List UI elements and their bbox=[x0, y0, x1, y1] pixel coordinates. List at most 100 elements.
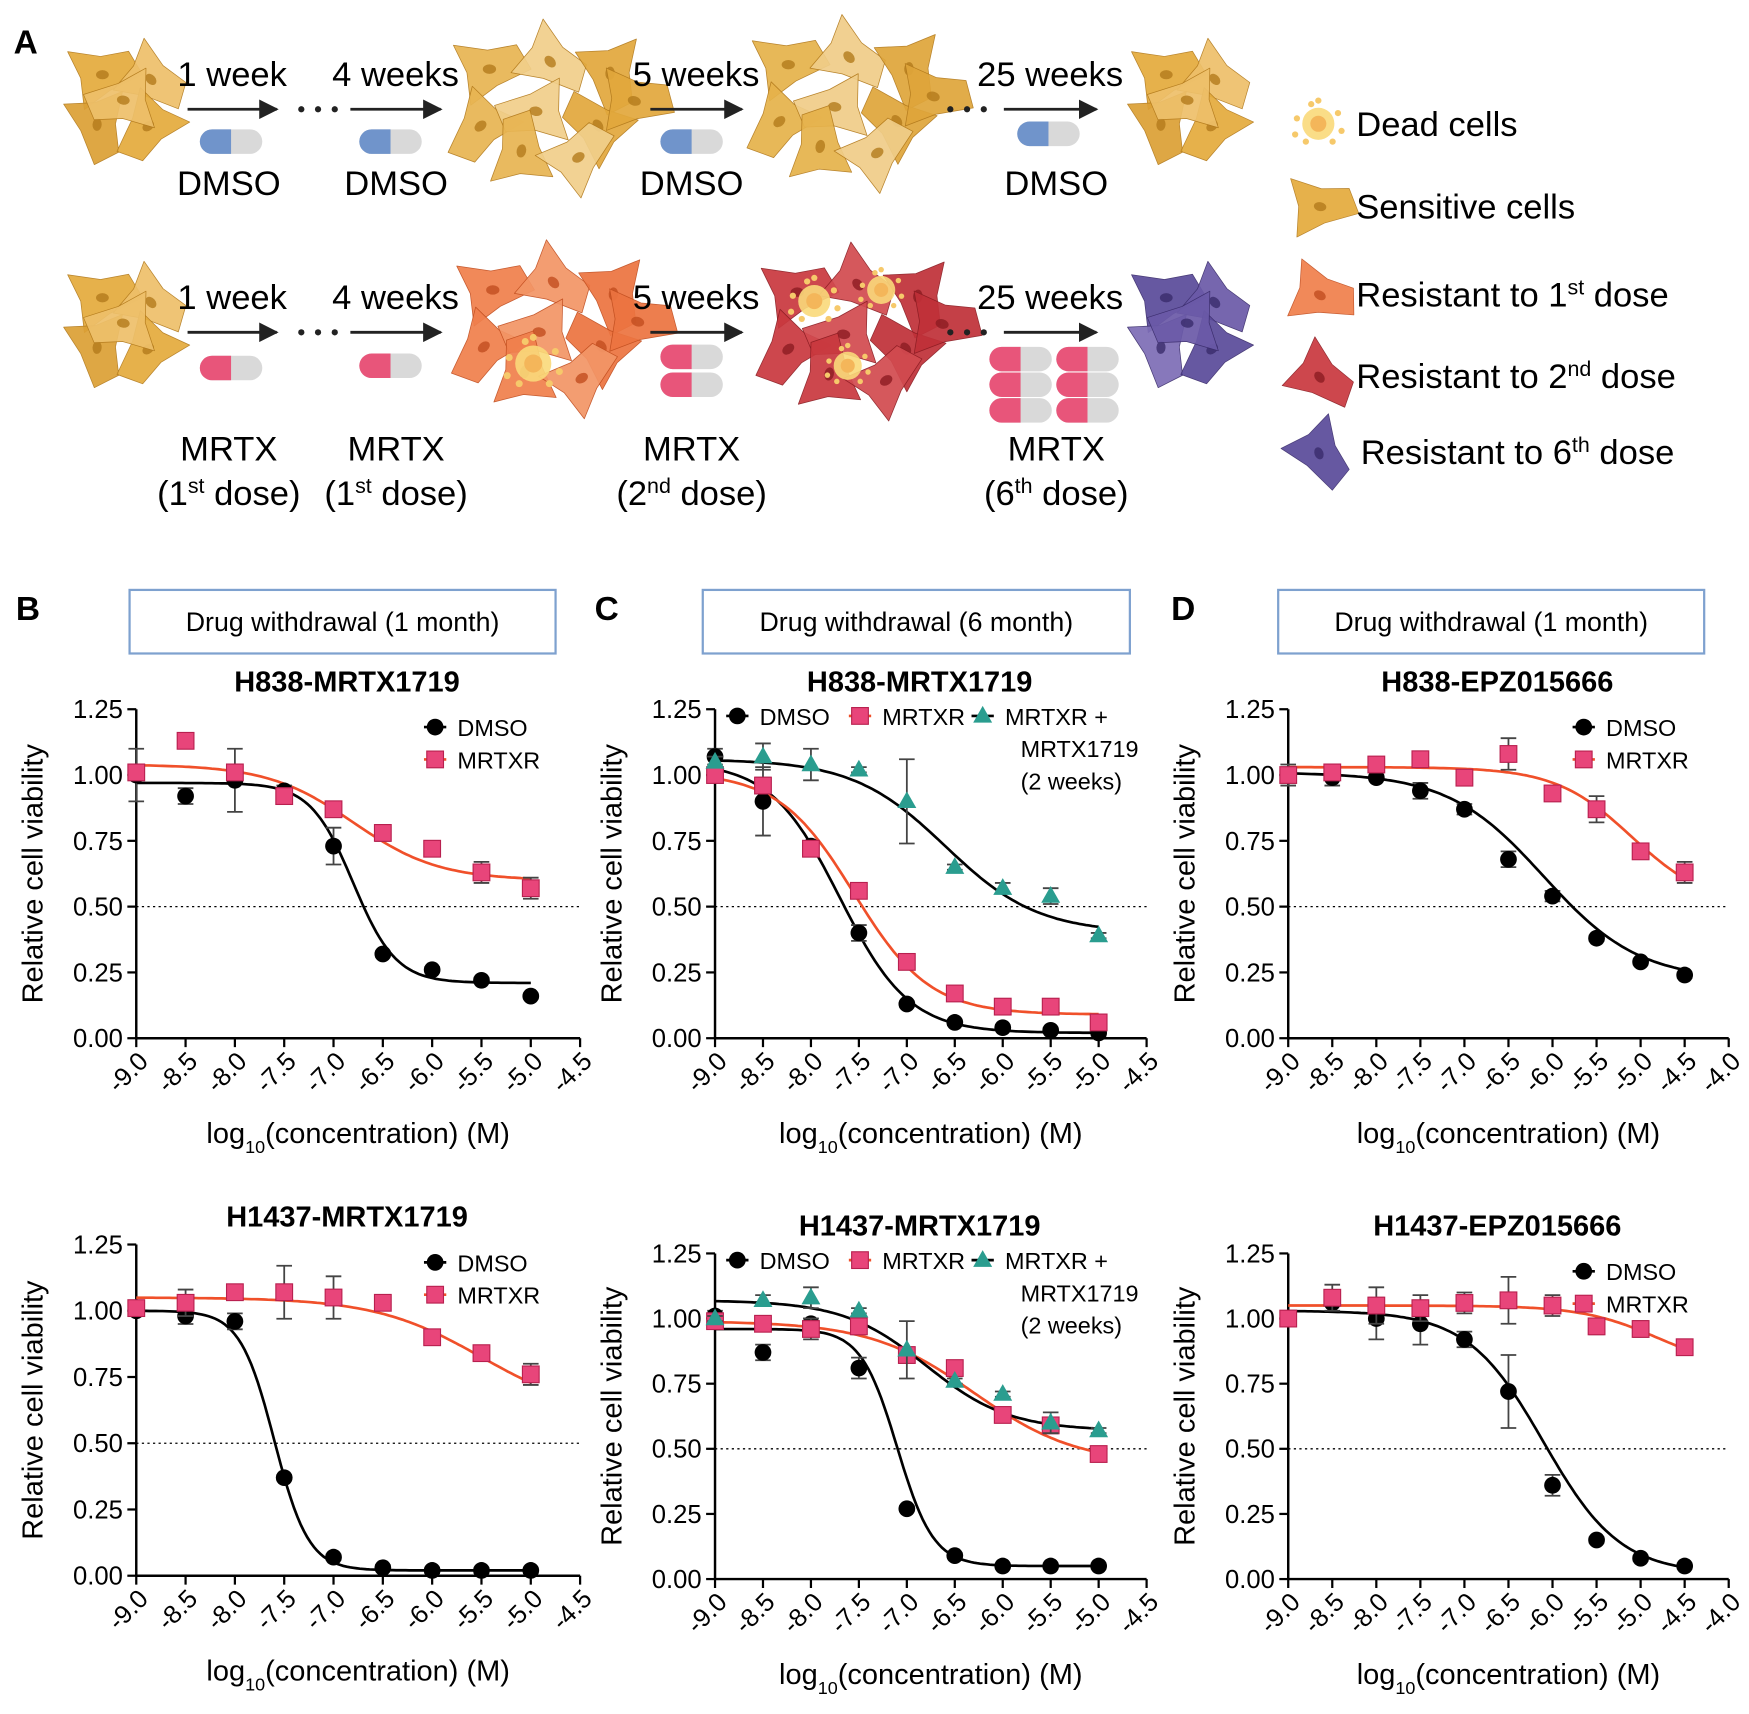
data-point bbox=[705, 751, 725, 769]
data-point bbox=[802, 839, 820, 858]
panel-label: A bbox=[14, 25, 38, 62]
cell bbox=[490, 109, 554, 182]
cell-nucleus bbox=[474, 120, 487, 132]
dead-cell-debris bbox=[858, 296, 864, 303]
ellipsis-dot bbox=[947, 329, 954, 336]
cell-nucleus bbox=[815, 139, 826, 154]
legend-marker bbox=[426, 1253, 444, 1271]
data-point bbox=[801, 754, 821, 772]
cell bbox=[1146, 290, 1219, 352]
legend-label: DMSO bbox=[760, 704, 830, 730]
data-point bbox=[1544, 887, 1561, 905]
dead-cell-debris bbox=[838, 345, 845, 352]
dead-cell-debris bbox=[1302, 138, 1309, 145]
cell-nucleus bbox=[935, 319, 949, 329]
data-point bbox=[1090, 1557, 1108, 1575]
time-label: 4 weeks bbox=[332, 56, 459, 94]
data-point bbox=[325, 837, 342, 855]
cell-nucleus bbox=[516, 144, 527, 158]
y-axis-label: Relative cell viability bbox=[596, 1286, 628, 1546]
cell bbox=[904, 63, 974, 127]
pill-half bbox=[989, 372, 1021, 397]
x-axis-label-part: (concentration) (M) bbox=[265, 1656, 510, 1688]
data-point bbox=[324, 1288, 343, 1307]
x-axis-label-part: 10 bbox=[818, 1137, 838, 1157]
drug-label: (1st dose) bbox=[157, 474, 300, 513]
ellipsis-dot bbox=[963, 106, 971, 113]
cell-nucleus bbox=[1159, 70, 1173, 80]
legend-label: MRTXR bbox=[882, 704, 965, 730]
drug-label: MRTX bbox=[347, 431, 444, 469]
y-tick-label: 0.75 bbox=[73, 828, 123, 856]
cell-nucleus bbox=[871, 147, 884, 159]
x-axis-label-part: (concentration) (M) bbox=[265, 1118, 510, 1150]
legend-marker bbox=[728, 1251, 746, 1269]
dead-cell-core bbox=[524, 354, 543, 373]
data-point bbox=[1588, 929, 1605, 947]
data-point bbox=[1676, 1557, 1694, 1575]
dead-cell-debris bbox=[862, 353, 868, 360]
data-point bbox=[1632, 953, 1649, 971]
cell-nucleus bbox=[843, 51, 855, 63]
data-point bbox=[1323, 1288, 1342, 1307]
drug-label: DMSO bbox=[640, 165, 744, 203]
data-point bbox=[945, 984, 964, 1003]
dead-cell-debris bbox=[826, 358, 832, 364]
cell-nucleus bbox=[1314, 447, 1324, 460]
cell bbox=[513, 239, 591, 314]
data-point bbox=[374, 1559, 392, 1577]
cell bbox=[83, 67, 155, 129]
pill-half bbox=[359, 129, 391, 154]
y-tick-label: 1.00 bbox=[1225, 1305, 1275, 1333]
cell-nucleus bbox=[1209, 73, 1221, 86]
y-tick-label: 0.75 bbox=[1225, 1371, 1275, 1399]
data-point bbox=[754, 776, 772, 795]
data-point bbox=[849, 759, 869, 777]
y-axis-label: Relative cell viability bbox=[1170, 1286, 1202, 1546]
dead-cell-debris bbox=[804, 278, 811, 285]
drug-label: MRTX bbox=[1008, 431, 1105, 469]
drug-label-part: DMSO bbox=[177, 165, 281, 203]
y-tick-label: 0.00 bbox=[1225, 1025, 1275, 1053]
y-tick-label: 0.25 bbox=[73, 959, 123, 987]
dead-cell-debris bbox=[515, 380, 523, 388]
y-tick-label: 0.50 bbox=[652, 894, 702, 922]
cell-nucleus bbox=[773, 116, 786, 128]
drug-label-part: DMSO bbox=[640, 165, 744, 203]
legend-label: Resistant to 1st dose bbox=[1356, 276, 1668, 315]
cell bbox=[83, 290, 155, 352]
cell-nucleus bbox=[1156, 118, 1166, 131]
cell-nucleus bbox=[96, 293, 109, 303]
data-point bbox=[850, 924, 868, 942]
drug-label-part: dose) bbox=[671, 475, 767, 513]
data-point bbox=[1041, 886, 1061, 903]
drug-label-part: DMSO bbox=[1004, 165, 1108, 203]
header-text: Drug withdrawal (1 month) bbox=[1334, 607, 1648, 637]
y-tick-label: 0.00 bbox=[73, 1563, 123, 1591]
pill-half bbox=[660, 129, 692, 154]
y-tick-label: 0.00 bbox=[652, 1025, 702, 1053]
cell bbox=[534, 122, 615, 199]
x-axis-label-part: (concentration) (M) bbox=[838, 1118, 1083, 1150]
dead-cell bbox=[858, 266, 905, 309]
header-box bbox=[128, 588, 557, 655]
legend-label: MRTX1719 bbox=[1021, 736, 1139, 762]
y-tick-label: 0.50 bbox=[652, 1436, 702, 1464]
cell-nucleus bbox=[482, 64, 497, 74]
cell bbox=[789, 105, 853, 178]
x-axis-label-part: log bbox=[206, 1656, 245, 1688]
drug-label: MRTX bbox=[180, 431, 277, 469]
dead-cell-debris bbox=[1329, 138, 1336, 145]
legend-marker bbox=[1575, 1262, 1593, 1280]
cell-nucleus bbox=[1209, 296, 1221, 309]
x-axis-label: log10(concentration) (M) bbox=[1357, 1659, 1661, 1698]
data-point bbox=[472, 863, 491, 882]
data-point bbox=[897, 1339, 917, 1357]
cell bbox=[1287, 258, 1355, 317]
y-axis-label: Relative cell viability bbox=[18, 1280, 50, 1540]
cell-nucleus bbox=[92, 118, 102, 131]
y-tick-label: 0.75 bbox=[652, 1371, 702, 1399]
data-point bbox=[1412, 1315, 1429, 1333]
cell-nucleus bbox=[116, 95, 130, 105]
dead-cell-debris bbox=[1338, 127, 1345, 135]
